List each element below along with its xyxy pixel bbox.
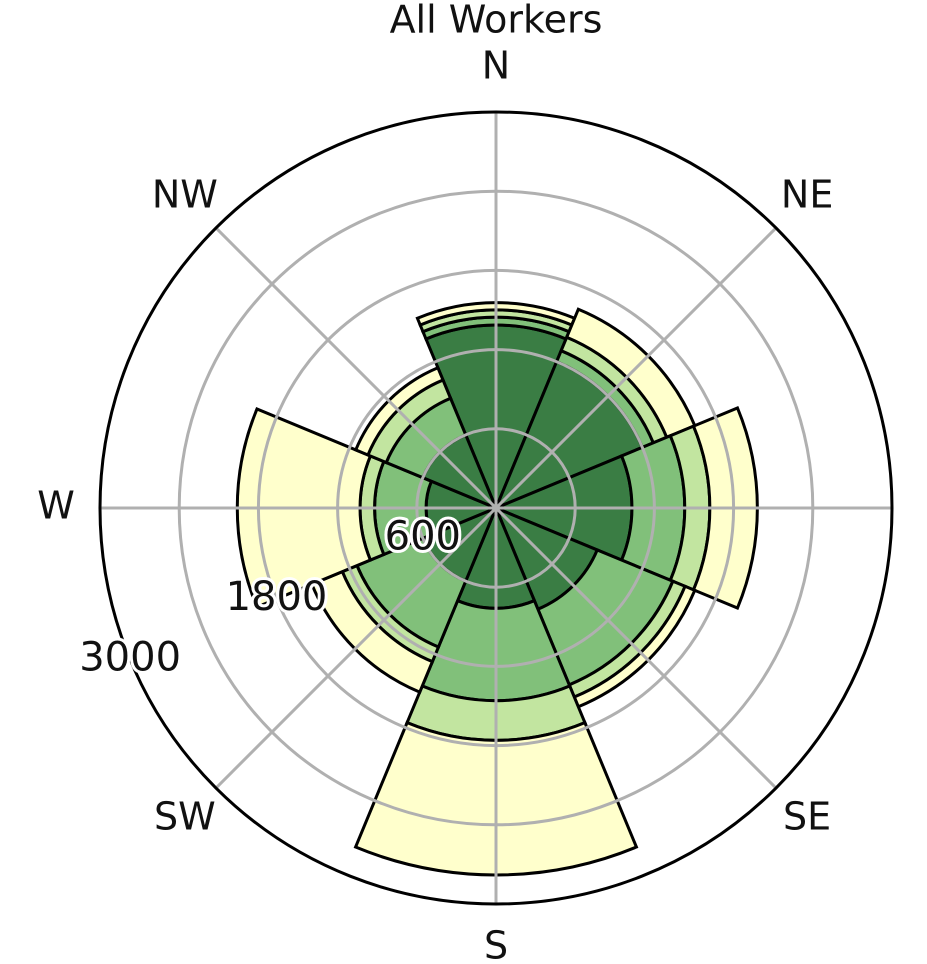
grid-spoke <box>214 506 498 790</box>
direction-label: N <box>482 44 510 88</box>
direction-label: SW <box>154 795 216 839</box>
r-tick-label: 600 <box>385 513 461 559</box>
direction-label: NE <box>781 172 833 216</box>
polar-frame <box>98 110 894 906</box>
chart-title: All Workers <box>390 0 603 42</box>
grid-spoke <box>494 506 778 790</box>
grid-spoke <box>494 226 778 510</box>
direction-label: NW <box>152 172 218 216</box>
bar-segment <box>353 365 445 457</box>
direction-label: SE <box>783 795 831 839</box>
r-tick-label: 3000 <box>79 635 181 681</box>
direction-label: W <box>37 484 75 528</box>
grid-spoke <box>214 226 498 510</box>
direction-label: E <box>924 484 927 528</box>
r-tick-label: 1800 <box>226 574 328 620</box>
direction-label: S <box>484 924 508 964</box>
